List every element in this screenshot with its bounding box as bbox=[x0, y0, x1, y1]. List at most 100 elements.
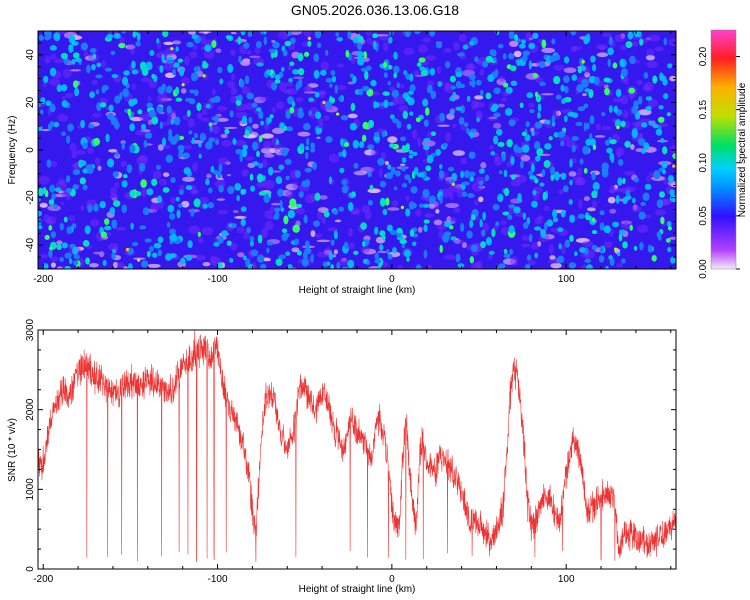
snr-x-tick-label: 0 bbox=[389, 574, 395, 585]
spectrogram-mid-cell bbox=[499, 220, 507, 226]
spectrogram-peak-cell bbox=[408, 177, 412, 184]
spectrogram-peak-cell bbox=[118, 42, 126, 49]
spectrogram-peak-cell bbox=[367, 119, 375, 128]
spectrogram-peak-cell bbox=[468, 74, 476, 80]
spectrogram-peak-cell bbox=[108, 104, 114, 112]
spectrogram-peak-cell bbox=[534, 121, 543, 129]
spectrogram-peak-cell bbox=[502, 82, 509, 88]
spectrogram-peak-cell bbox=[532, 72, 538, 78]
spectrogram-peak-cell bbox=[279, 199, 283, 208]
spectrogram-peak-cell bbox=[156, 164, 161, 170]
spectrogram-low-cell bbox=[520, 154, 531, 162]
spectrogram-peak-cell bbox=[557, 131, 566, 138]
spectrogram-low-cell bbox=[334, 219, 342, 223]
spectrogram-peak-cell bbox=[54, 187, 62, 193]
spectrogram-peak-cell bbox=[369, 184, 374, 191]
spectrogram-peak-cell bbox=[583, 167, 588, 174]
snr-y-tick-label: 1000 bbox=[25, 478, 36, 501]
spectrogram-peak-cell bbox=[660, 137, 665, 144]
spectrogram-peak-cell bbox=[362, 258, 368, 265]
spectrogram-low-cell bbox=[645, 54, 655, 61]
spectrogram-peak-cell bbox=[594, 76, 600, 86]
spectrogram-peak-cell bbox=[568, 199, 573, 205]
spectrogram-peak-cell bbox=[490, 151, 496, 156]
spectrogram-peak-cell bbox=[395, 170, 401, 177]
spectrogram-y-label: Frequency (Hz) bbox=[7, 116, 18, 185]
spectrogram-peak-cell bbox=[141, 67, 149, 76]
spectrogram-peak-cell bbox=[407, 97, 415, 106]
spectrogram-low-cell bbox=[446, 113, 455, 120]
spectrogram-peak-cell bbox=[217, 170, 222, 179]
spectrogram-peak-cell bbox=[536, 147, 544, 157]
spectrogram-mid-cell bbox=[630, 41, 639, 47]
spectrogram-peak-cell bbox=[256, 62, 264, 67]
spectrogram-peak-cell bbox=[665, 238, 671, 243]
spectrogram-mid-cell bbox=[199, 196, 210, 205]
spectrogram-peak-cell bbox=[274, 74, 281, 80]
spectrogram-peak-cell bbox=[89, 91, 95, 99]
spectrogram-peak-cell bbox=[534, 178, 539, 184]
spectrogram-peak-cell bbox=[304, 240, 310, 249]
spectrogram-peak-cell bbox=[378, 244, 384, 251]
spectrogram-peak-cell bbox=[347, 259, 355, 269]
spectrogram-peak-cell bbox=[553, 132, 560, 138]
spectrogram-peak-cell bbox=[423, 249, 428, 259]
spectrogram-peak-cell bbox=[177, 203, 183, 208]
spectrogram-mid-cell bbox=[535, 77, 544, 84]
spectrogram-low-cell bbox=[162, 172, 170, 177]
spectrogram-peak-cell bbox=[297, 68, 305, 76]
spectrogram-peak-cell bbox=[458, 116, 465, 125]
spectrogram-peak-cell bbox=[304, 179, 311, 187]
spectrogram-cells bbox=[38, 31, 676, 269]
spectrogram-peak-cell bbox=[330, 239, 335, 246]
spectrogram-peak-cell bbox=[105, 133, 110, 143]
spectrogram-low-cell bbox=[297, 131, 311, 137]
spectrogram-peak-cell bbox=[240, 218, 246, 227]
spectrogram-peak-cell bbox=[64, 252, 72, 259]
spectrogram-peak-cell bbox=[399, 238, 407, 245]
spectrogram-peak-cell bbox=[652, 75, 658, 84]
spectrogram-low-cell bbox=[433, 219, 443, 226]
spectrogram-peak-cell bbox=[131, 98, 138, 105]
spectrogram-peak-cell bbox=[308, 97, 314, 102]
spectrogram-peak-cell bbox=[182, 152, 190, 159]
spectrogram-mid-cell bbox=[227, 80, 236, 89]
spectrogram-peak-cell bbox=[104, 67, 112, 72]
spectrogram-peak-cell bbox=[541, 169, 546, 177]
spectrogram-peak-cell bbox=[347, 202, 354, 212]
spectrogram-peak-cell bbox=[312, 162, 317, 171]
spectrogram-peak-cell bbox=[185, 185, 193, 191]
spectrogram-peak-cell bbox=[511, 174, 516, 180]
spectrogram-peak-cell bbox=[493, 112, 501, 118]
spectrogram-peak-cell bbox=[423, 144, 430, 151]
spectrogram-peak-cell bbox=[563, 75, 570, 84]
spectrogram-low-cell bbox=[563, 67, 577, 74]
spectrogram-peak-cell bbox=[338, 95, 343, 102]
spectrogram-mid-cell bbox=[453, 239, 465, 245]
spectrogram-peak-cell bbox=[583, 122, 587, 132]
spectrogram-peak-cell bbox=[601, 169, 609, 178]
spectrogram-peak-cell bbox=[282, 49, 288, 57]
spectrogram-peak-cell bbox=[591, 244, 598, 251]
spectrogram-peak-cell bbox=[249, 240, 254, 247]
spectrogram-low-cell bbox=[310, 230, 316, 237]
colorbar-tick-label: 0.05 bbox=[698, 206, 709, 226]
spectrogram-low-cell bbox=[461, 242, 467, 249]
spectrogram-mid-cell bbox=[521, 235, 530, 241]
spectrogram-peak-cell bbox=[530, 163, 535, 173]
spectrogram-peak-cell bbox=[619, 58, 626, 68]
spectrogram-peak-cell bbox=[599, 222, 605, 231]
spectrogram-peak-cell bbox=[161, 54, 165, 63]
spectrogram-mid-cell bbox=[271, 107, 277, 113]
spectrogram-peak-cell bbox=[329, 83, 333, 88]
spectrogram-mid-cell bbox=[279, 82, 287, 92]
spectrogram-peak-cell bbox=[175, 196, 180, 202]
spectrogram-peak-cell bbox=[56, 84, 62, 93]
spectrogram-mid-cell bbox=[577, 167, 582, 178]
spectrogram-peak-cell bbox=[465, 128, 470, 134]
colorbar-gradient bbox=[711, 30, 736, 269]
spectrogram-peak-cell bbox=[656, 199, 664, 209]
spectrogram-peak-cell bbox=[560, 210, 566, 218]
spectrogram-mid-cell bbox=[510, 256, 519, 266]
spectrogram-peak-cell bbox=[220, 230, 229, 237]
